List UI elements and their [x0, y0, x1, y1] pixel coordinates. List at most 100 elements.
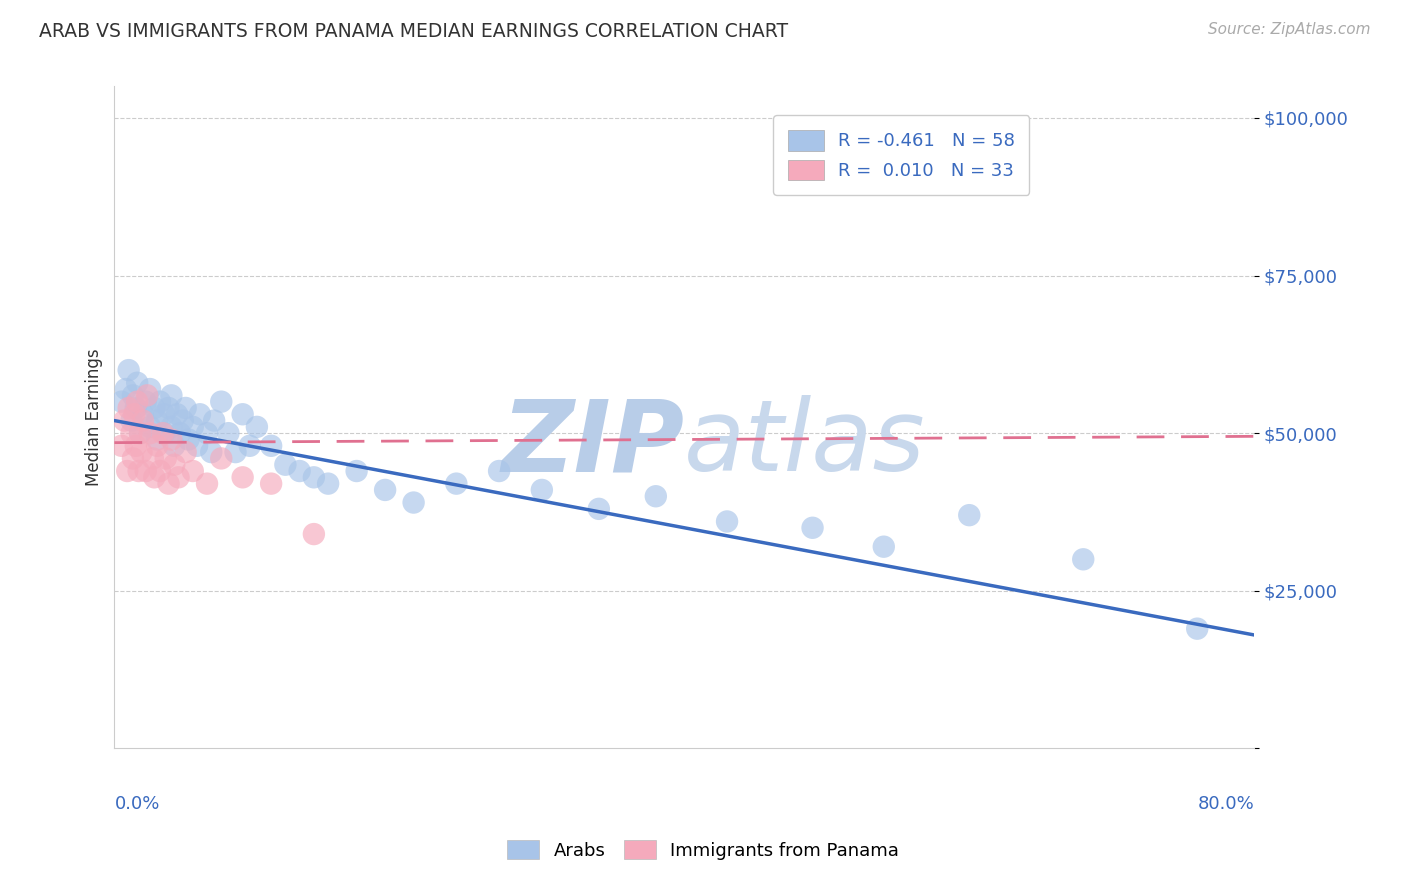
Point — [127, 394, 149, 409]
Point — [160, 433, 183, 447]
Point — [217, 426, 239, 441]
Point — [195, 476, 218, 491]
Point — [118, 363, 141, 377]
Point — [135, 394, 157, 409]
Point — [246, 420, 269, 434]
Point — [128, 464, 150, 478]
Point — [177, 433, 200, 447]
Point — [530, 483, 553, 497]
Point — [186, 439, 208, 453]
Point — [181, 464, 204, 478]
Point — [131, 445, 153, 459]
Point — [132, 407, 155, 421]
Point — [346, 464, 368, 478]
Point — [302, 527, 325, 541]
Point — [402, 495, 425, 509]
Point — [181, 420, 204, 434]
Point — [125, 439, 148, 453]
Point — [142, 451, 165, 466]
Point — [139, 420, 162, 434]
Point — [153, 407, 176, 421]
Point — [112, 413, 135, 427]
Point — [163, 439, 186, 453]
Point — [122, 451, 145, 466]
Point — [121, 413, 143, 427]
Point — [374, 483, 396, 497]
Point — [136, 388, 159, 402]
Point — [125, 401, 148, 415]
Point — [644, 489, 666, 503]
Point — [225, 445, 247, 459]
Point — [716, 515, 738, 529]
Legend: R = -0.461   N = 58, R =  0.010   N = 33: R = -0.461 N = 58, R = 0.010 N = 33 — [773, 115, 1029, 194]
Point — [115, 464, 138, 478]
Text: ZIP: ZIP — [502, 395, 685, 492]
Point — [801, 521, 824, 535]
Point — [146, 413, 169, 427]
Text: 80.0%: 80.0% — [1198, 795, 1254, 813]
Point — [152, 426, 174, 441]
Point — [157, 401, 180, 415]
Point — [232, 407, 254, 421]
Text: 0.0%: 0.0% — [114, 795, 160, 813]
Point — [146, 439, 169, 453]
Point — [260, 476, 283, 491]
Point — [873, 540, 896, 554]
Point — [588, 501, 610, 516]
Text: ARAB VS IMMIGRANTS FROM PANAMA MEDIAN EARNINGS CORRELATION CHART: ARAB VS IMMIGRANTS FROM PANAMA MEDIAN EA… — [39, 22, 789, 41]
Point — [118, 401, 141, 415]
Point — [163, 458, 186, 472]
Point — [114, 382, 136, 396]
Point — [121, 426, 143, 441]
Point — [146, 433, 169, 447]
Point — [153, 426, 176, 441]
Text: Source: ZipAtlas.com: Source: ZipAtlas.com — [1208, 22, 1371, 37]
Point — [157, 476, 180, 491]
Point — [110, 394, 132, 409]
Point — [302, 470, 325, 484]
Point — [166, 407, 188, 421]
Point — [239, 439, 262, 453]
Point — [132, 413, 155, 427]
Point — [124, 407, 146, 421]
Point — [274, 458, 297, 472]
Point — [160, 388, 183, 402]
Point — [957, 508, 980, 523]
Point — [202, 413, 225, 427]
Point — [316, 476, 339, 491]
Point — [149, 464, 172, 478]
Point — [149, 394, 172, 409]
Point — [129, 426, 152, 441]
Point — [488, 464, 510, 478]
Point — [172, 413, 194, 427]
Point — [129, 426, 152, 441]
Point — [195, 426, 218, 441]
Point — [122, 388, 145, 402]
Point — [260, 439, 283, 453]
Point — [174, 401, 197, 415]
Point — [209, 394, 232, 409]
Point — [155, 451, 177, 466]
Point — [169, 426, 191, 441]
Legend: Arabs, Immigrants from Panama: Arabs, Immigrants from Panama — [499, 832, 907, 867]
Point — [188, 407, 211, 421]
Point — [139, 426, 162, 441]
Text: atlas: atlas — [685, 395, 927, 492]
Point — [232, 470, 254, 484]
Point — [446, 476, 468, 491]
Point — [127, 376, 149, 390]
Point — [167, 470, 190, 484]
Point — [1071, 552, 1094, 566]
Point — [1187, 622, 1209, 636]
Point — [139, 382, 162, 396]
Point — [160, 420, 183, 434]
Point — [174, 445, 197, 459]
Point — [143, 470, 166, 484]
Point — [209, 451, 232, 466]
Point — [110, 439, 132, 453]
Point — [143, 401, 166, 415]
Point — [135, 464, 157, 478]
Y-axis label: Median Earnings: Median Earnings — [86, 349, 103, 486]
Point — [200, 445, 222, 459]
Point — [288, 464, 311, 478]
